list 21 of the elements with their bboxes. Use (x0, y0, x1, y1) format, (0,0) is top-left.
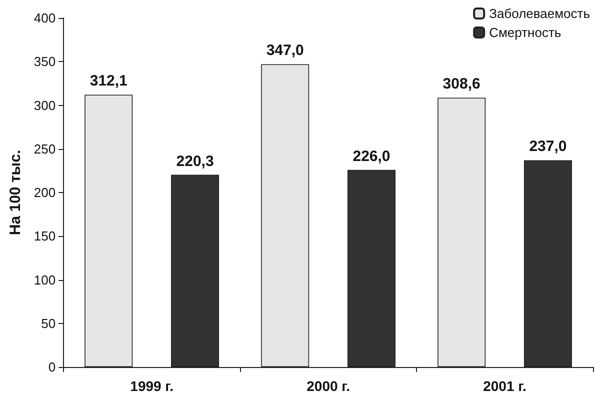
data-label: 312,1 (90, 72, 128, 90)
x-tick-label: 2001 г. (483, 378, 526, 394)
y-tick-label: 100 (34, 272, 56, 288)
data-label: 226,0 (352, 148, 390, 165)
y-tick-label: 0 (48, 360, 56, 374)
y-tick-label: 150 (34, 228, 56, 244)
legend-label: Смертность (489, 25, 562, 40)
data-label: 347,0 (266, 42, 304, 60)
y-tick-label: 200 (34, 185, 56, 200)
x-tick-label: 2000 г. (306, 378, 350, 394)
y-tick-label: 300 (34, 98, 56, 113)
data-label: 308,6 (442, 76, 480, 93)
y-tick-label: 50 (41, 316, 56, 331)
y-tick-label: 400 (34, 10, 56, 26)
legend-label: Заболеваемость (489, 6, 590, 21)
y-tick-label: 350 (34, 54, 56, 70)
y-tick-label: 250 (34, 141, 56, 156)
x-tick-label: 1999 г. (130, 378, 174, 394)
y-axis-title: На 100 тыс. (7, 150, 24, 236)
data-label: 237,0 (529, 138, 567, 156)
data-label: 220,3 (176, 152, 214, 170)
